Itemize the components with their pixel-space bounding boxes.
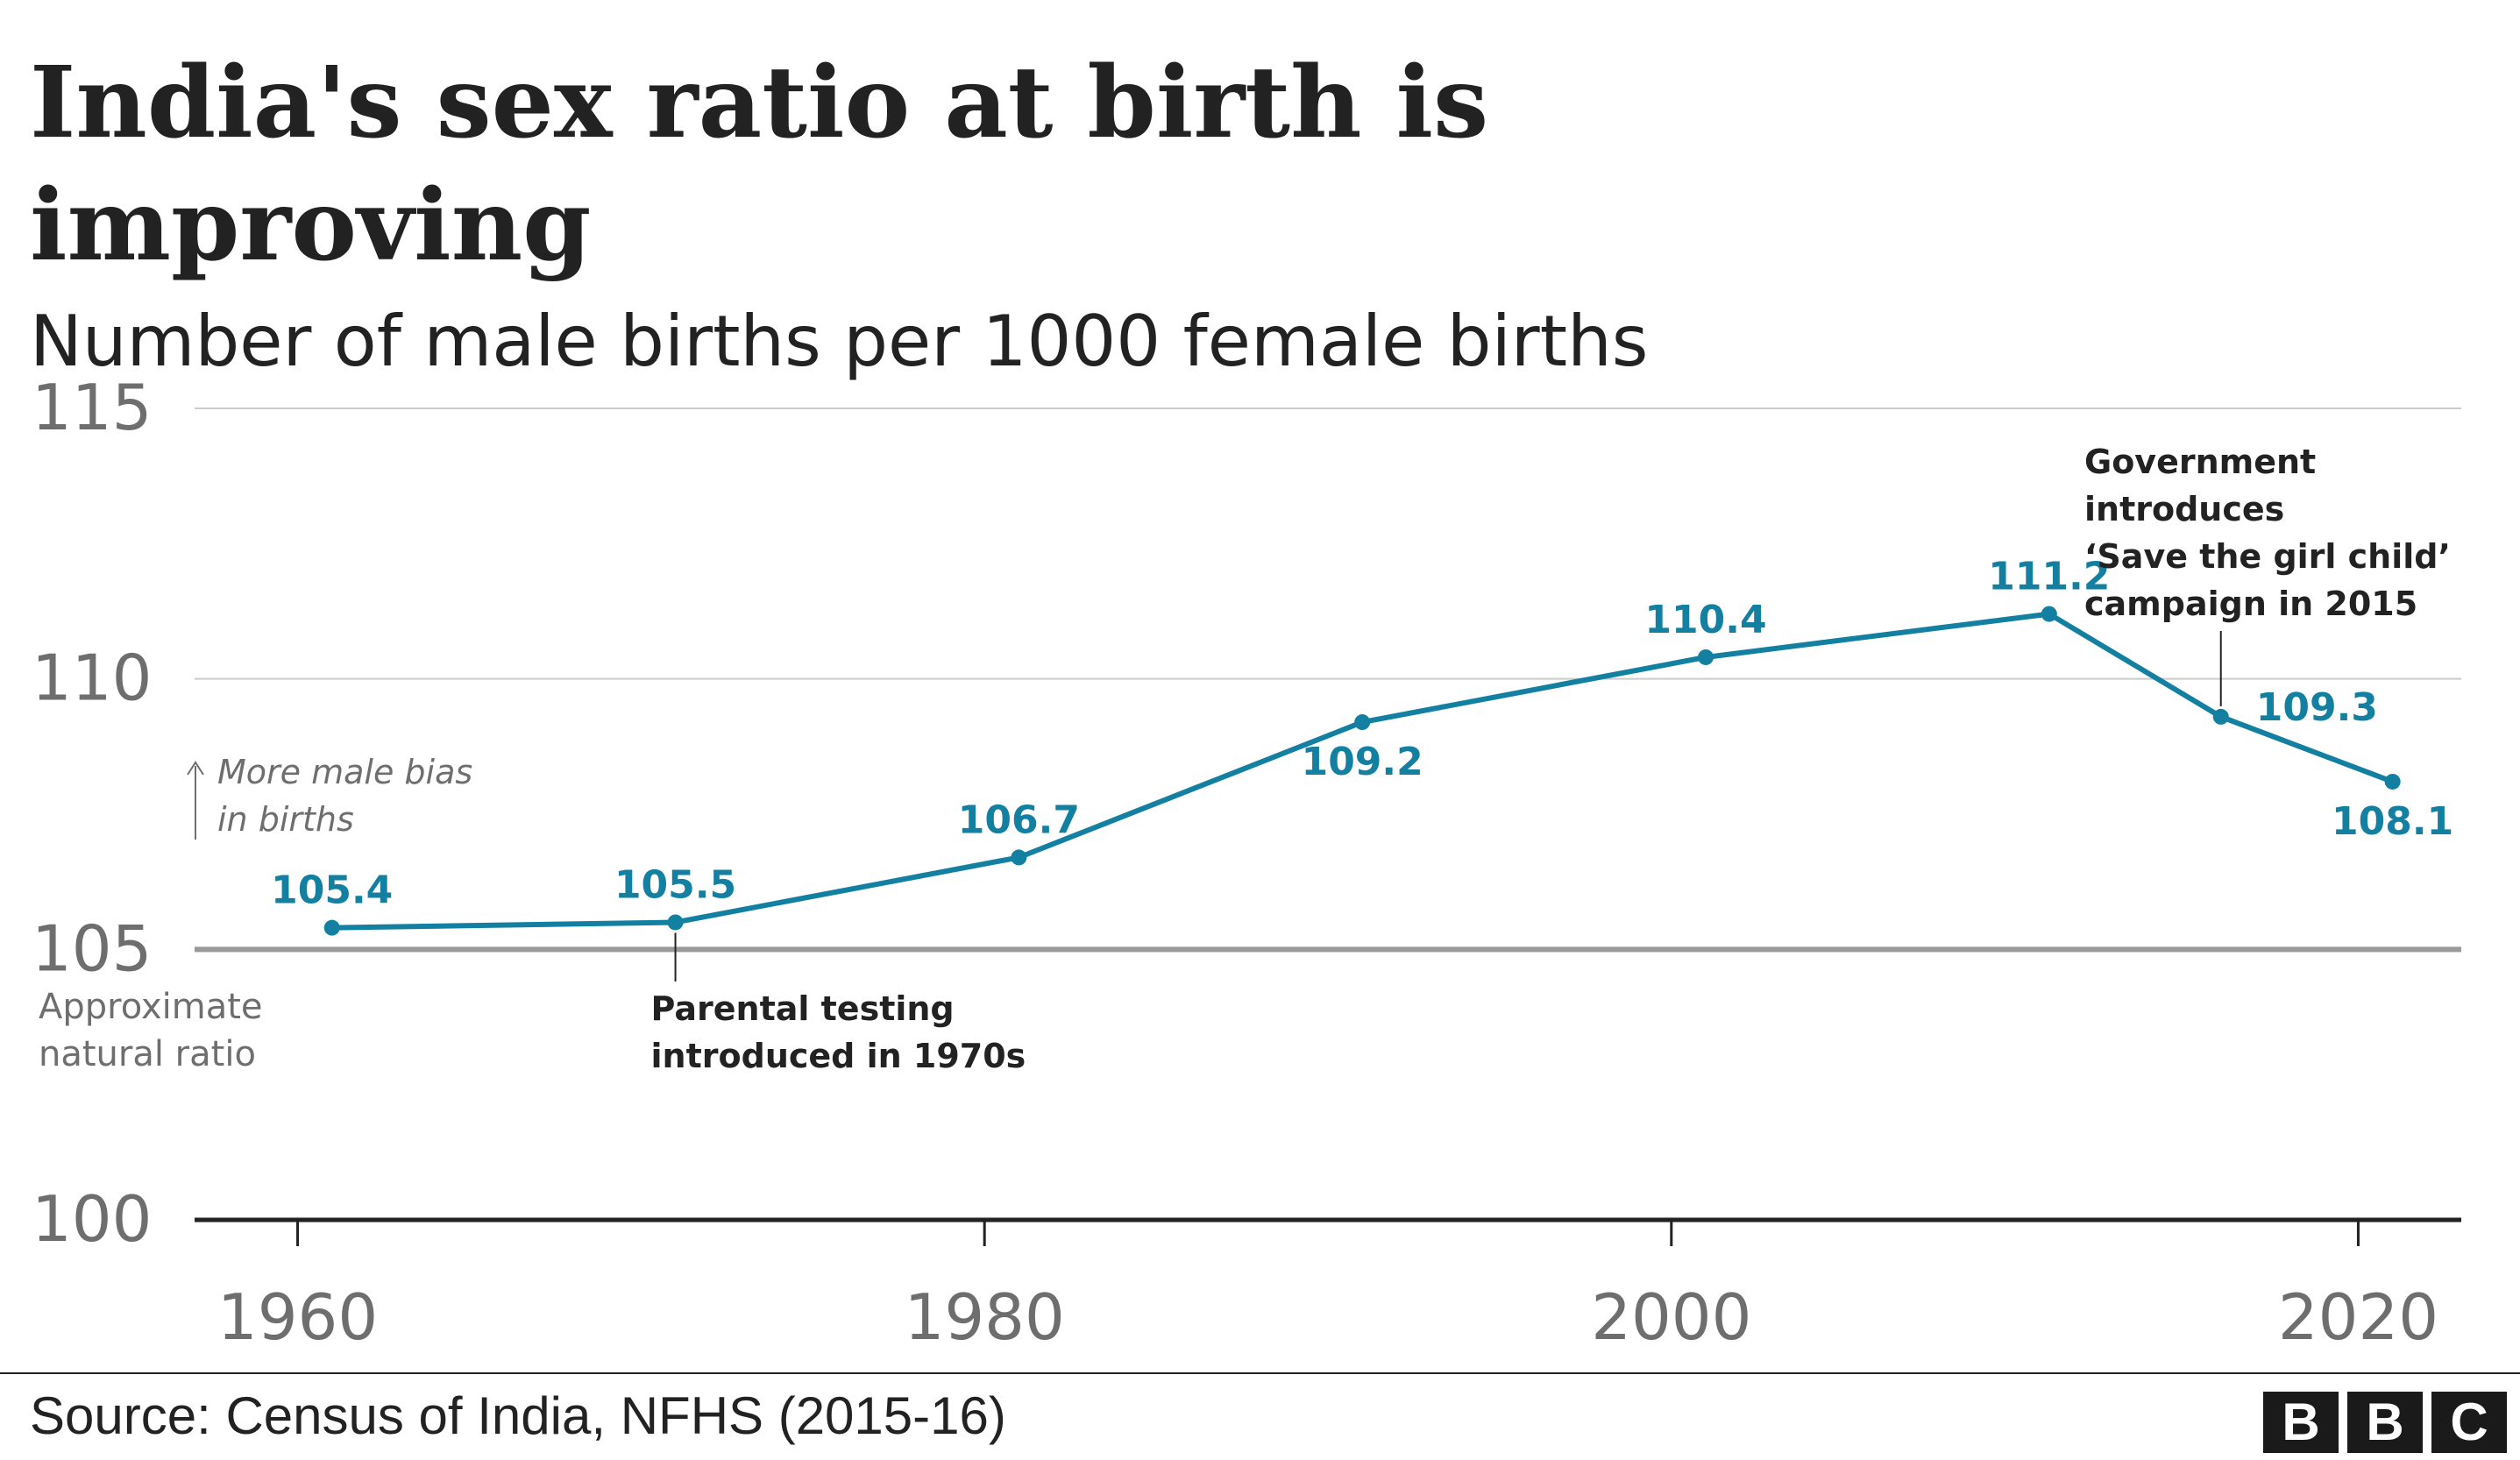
y-tick-label: 115 [32,371,152,444]
reference-line-label: natural ratio [39,1034,256,1074]
data-point [1698,648,1714,665]
data-point [2041,606,2057,622]
y-tick-label: 105 [32,911,152,985]
data-label: 111.2 [1988,555,2110,599]
data-label: 110.4 [1644,598,1766,642]
series-line [331,611,2394,931]
data-label: 109.2 [1302,740,1423,784]
data-point [2384,773,2401,790]
reference-line-label: Approximate [39,987,263,1027]
chart-title: India's sex ratio at birth is improving [30,46,1489,283]
x-tick-label: 2020 [2278,1280,2438,1354]
logo-letter: B [2347,1392,2423,1453]
x-tick-label: 1980 [905,1280,1065,1354]
x-tick-label: 2000 [1591,1280,1751,1354]
bias-note: in births [217,800,354,839]
data-point [1354,714,1371,731]
data-label: 105.4 [271,868,393,913]
data-label: 105.5 [614,862,736,907]
data-label: 106.7 [958,797,1080,842]
logo-letter: C [2431,1392,2507,1453]
bbc-logo: B B C [2263,1392,2507,1453]
line-chart: 100 105 110 115 1960 1980 2000 2020 Approximate n… [32,371,2461,1354]
x-tick-label: 1960 [217,1280,378,1354]
annotation-text: ‘Save the girl child’ [2084,537,2451,576]
annotation-text: introduced in 1970s [651,1037,1026,1075]
bias-arrowhead-icon [187,761,204,776]
annotation-text: campaign in 2015 [2084,585,2417,623]
data-label: 108.1 [2332,799,2453,844]
footer-divider [0,1372,2520,1374]
annotation-text: introduces [2084,490,2284,528]
chart-subtitle: Number of male births per 1000 female bi… [30,301,1649,382]
annotation-text: Government [2084,443,2316,481]
data-label: 109.3 [2256,685,2378,730]
y-tick-label: 110 [32,641,152,715]
data-point [667,914,684,931]
source-note: Source: Census of India, NFHS (2015-16) [30,1386,1006,1445]
bias-note: More male bias [217,753,472,791]
data-point [323,919,340,936]
data-point [2212,708,2229,725]
y-tick-label: 100 [32,1182,152,1256]
annotation-text: Parental testing [651,989,955,1028]
data-point [1011,849,1027,866]
logo-letter: B [2263,1392,2339,1453]
